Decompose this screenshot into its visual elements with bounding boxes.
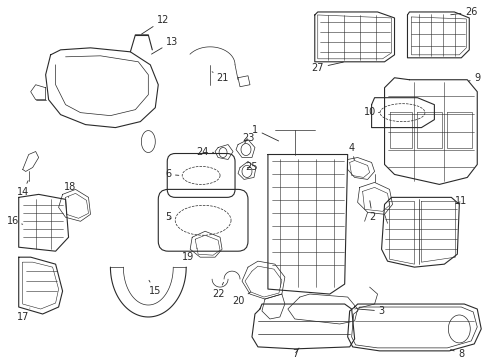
Text: 14: 14 <box>17 181 29 197</box>
Text: 6: 6 <box>165 170 179 179</box>
Text: 26: 26 <box>450 7 476 17</box>
Text: 4: 4 <box>348 143 354 160</box>
Text: 10: 10 <box>363 107 379 117</box>
Text: 13: 13 <box>151 37 178 54</box>
Text: 11: 11 <box>454 196 467 206</box>
Text: 20: 20 <box>231 292 250 306</box>
Text: 9: 9 <box>468 73 479 83</box>
Text: 22: 22 <box>211 282 224 299</box>
Text: 2: 2 <box>369 201 375 222</box>
Text: 8: 8 <box>450 349 464 359</box>
Text: 23: 23 <box>241 132 254 143</box>
Text: 24: 24 <box>196 147 213 157</box>
Text: 18: 18 <box>64 183 77 197</box>
Text: 3: 3 <box>358 306 384 316</box>
Text: 25: 25 <box>245 162 258 172</box>
Text: 21: 21 <box>212 72 228 83</box>
Text: 15: 15 <box>149 280 161 296</box>
Text: 1: 1 <box>251 125 278 141</box>
Text: 12: 12 <box>141 15 169 34</box>
Text: 7: 7 <box>291 348 298 359</box>
Text: 27: 27 <box>311 62 343 73</box>
Text: 16: 16 <box>7 216 22 226</box>
Text: 5: 5 <box>165 212 171 222</box>
Text: 17: 17 <box>17 308 30 322</box>
Text: 19: 19 <box>182 248 197 262</box>
